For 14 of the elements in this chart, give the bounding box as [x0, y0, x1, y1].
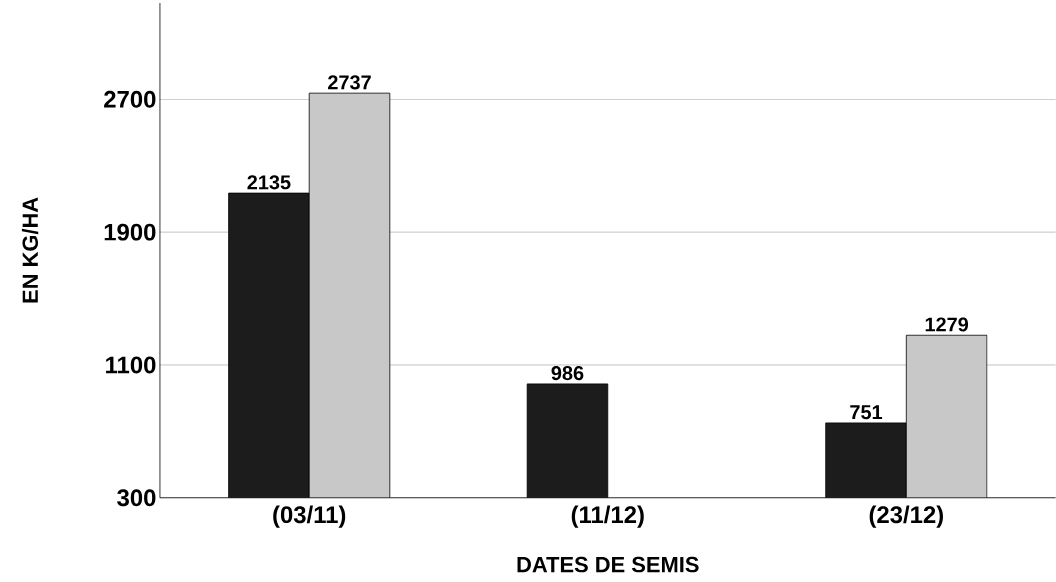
y-tick-label: 1900: [104, 223, 156, 241]
y-axis-title: EN KG/HA: [21, 197, 39, 303]
data-label: 2135: [247, 175, 291, 190]
x-axis-title: DATES DE SEMIS: [517, 556, 699, 573]
x-tick-label: (11/12): [571, 505, 644, 528]
x-tick-label: (03/11): [273, 505, 346, 528]
y-tick-label: 2700: [104, 90, 156, 108]
y-tick-label: 1100: [106, 356, 156, 374]
data-label: 751: [850, 405, 883, 420]
data-label: 2737: [328, 75, 371, 90]
y-tick-label: 300: [117, 489, 156, 507]
data-label: 986: [551, 366, 584, 381]
data-label: 1279: [925, 317, 969, 332]
x-tick-label: (23/12): [869, 505, 943, 528]
